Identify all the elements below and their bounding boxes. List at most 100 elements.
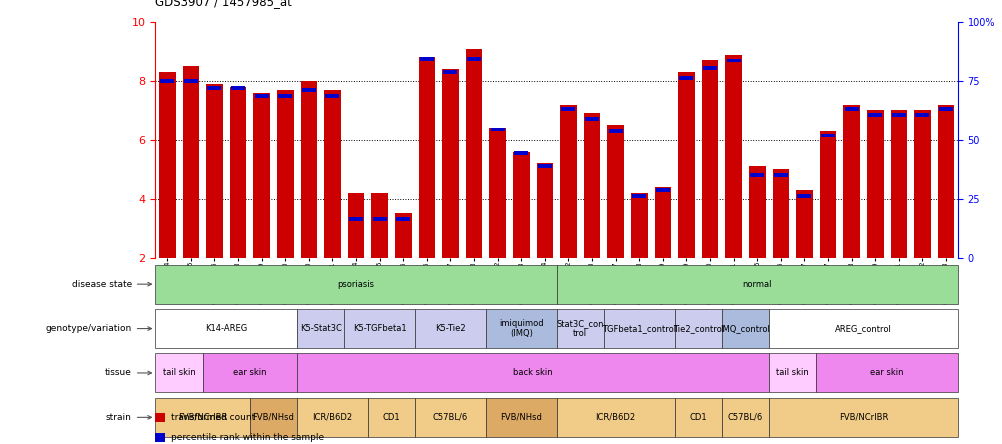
- Bar: [418, 58, 435, 258]
- Bar: [866, 111, 883, 258]
- Text: ear skin: ear skin: [232, 369, 267, 377]
- Bar: [415, 309, 485, 348]
- Text: psoriasis: psoriasis: [338, 280, 374, 289]
- Text: Tie2_control: Tie2_control: [672, 324, 723, 333]
- Bar: [297, 398, 368, 437]
- Bar: [485, 309, 556, 348]
- Text: AREG_control: AREG_control: [835, 324, 891, 333]
- Bar: [206, 84, 222, 258]
- Bar: [207, 87, 221, 90]
- Bar: [514, 151, 528, 155]
- Bar: [490, 128, 504, 131]
- Bar: [769, 353, 816, 392]
- Bar: [229, 87, 246, 258]
- Bar: [796, 190, 812, 258]
- Bar: [536, 163, 552, 258]
- Bar: [155, 309, 297, 348]
- Bar: [890, 111, 906, 258]
- Bar: [891, 113, 905, 117]
- Bar: [631, 194, 645, 198]
- Bar: [155, 265, 556, 304]
- Bar: [512, 152, 529, 258]
- Bar: [183, 79, 197, 83]
- Bar: [556, 398, 674, 437]
- Bar: [249, 398, 297, 437]
- Bar: [938, 107, 952, 111]
- Bar: [465, 49, 482, 258]
- Bar: [674, 398, 721, 437]
- Text: FVB/NHsd: FVB/NHsd: [500, 413, 542, 422]
- Bar: [159, 72, 175, 258]
- Bar: [816, 353, 957, 392]
- Bar: [937, 105, 953, 258]
- Bar: [769, 309, 957, 348]
- Bar: [749, 173, 764, 177]
- Text: K5-Tie2: K5-Tie2: [435, 324, 465, 333]
- Bar: [560, 105, 576, 258]
- Text: FVB/NCrIBR: FVB/NCrIBR: [177, 413, 227, 422]
- Bar: [721, 398, 769, 437]
- Text: tail skin: tail skin: [162, 369, 195, 377]
- Text: FVB/NHsd: FVB/NHsd: [253, 413, 295, 422]
- Bar: [537, 164, 551, 168]
- Bar: [348, 193, 364, 258]
- Bar: [677, 72, 694, 258]
- Bar: [182, 66, 199, 258]
- Bar: [701, 60, 717, 258]
- Text: genotype/variation: genotype/variation: [45, 324, 151, 333]
- Text: C57BL/6: C57BL/6: [727, 413, 763, 422]
- Bar: [302, 88, 316, 92]
- Text: percentile rank within the sample: percentile rank within the sample: [170, 433, 324, 442]
- Bar: [655, 188, 669, 192]
- Bar: [160, 79, 174, 83]
- Bar: [344, 309, 415, 348]
- Text: CD1: CD1: [383, 413, 400, 422]
- Bar: [349, 218, 363, 221]
- Text: disease state: disease state: [71, 280, 151, 289]
- Bar: [442, 69, 458, 258]
- Text: back skin: back skin: [513, 369, 552, 377]
- Bar: [556, 309, 603, 348]
- Bar: [654, 187, 670, 258]
- Text: imiquimod
(IMQ): imiquimod (IMQ): [498, 319, 543, 338]
- Bar: [608, 129, 622, 133]
- Text: transformed count: transformed count: [170, 413, 255, 422]
- Bar: [913, 111, 930, 258]
- Bar: [255, 94, 269, 98]
- Text: tissue: tissue: [105, 369, 151, 377]
- Bar: [868, 113, 882, 117]
- Bar: [371, 193, 388, 258]
- Bar: [844, 107, 858, 111]
- Text: GDS3907 / 1457985_at: GDS3907 / 1457985_at: [155, 0, 292, 8]
- Text: ear skin: ear skin: [870, 369, 903, 377]
- Bar: [155, 353, 202, 392]
- Text: normal: normal: [741, 280, 772, 289]
- Bar: [556, 265, 957, 304]
- Bar: [443, 70, 457, 74]
- Text: strain: strain: [106, 413, 151, 422]
- Bar: [583, 113, 600, 258]
- Text: K14-AREG: K14-AREG: [205, 324, 247, 333]
- Text: TGFbeta1_control: TGFbeta1_control: [601, 324, 675, 333]
- Bar: [368, 398, 415, 437]
- Text: Stat3C_con
trol: Stat3C_con trol: [556, 319, 603, 338]
- Bar: [819, 131, 836, 258]
- Bar: [678, 76, 692, 80]
- Text: K5-TGFbeta1: K5-TGFbeta1: [353, 324, 406, 333]
- Bar: [373, 218, 387, 221]
- Bar: [603, 309, 674, 348]
- Bar: [202, 353, 297, 392]
- Bar: [415, 398, 485, 437]
- Bar: [324, 90, 341, 258]
- Bar: [395, 214, 411, 258]
- Bar: [630, 193, 647, 258]
- Bar: [301, 81, 317, 258]
- Text: tail skin: tail skin: [776, 369, 809, 377]
- Bar: [489, 128, 505, 258]
- Bar: [584, 117, 598, 121]
- Bar: [769, 398, 957, 437]
- Bar: [278, 94, 292, 98]
- Bar: [420, 57, 434, 61]
- Text: ICR/B6D2: ICR/B6D2: [312, 413, 352, 422]
- Bar: [561, 107, 575, 111]
